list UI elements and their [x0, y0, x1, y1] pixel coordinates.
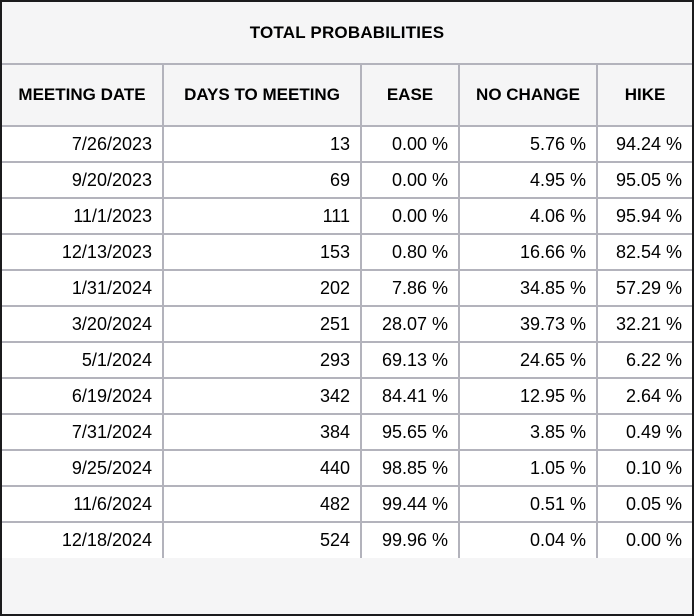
- ease-cell: 98.85 %: [360, 449, 460, 487]
- no-change-cell: 4.95 %: [458, 161, 598, 199]
- days-to-meeting-cell: 13: [162, 125, 362, 163]
- table-row: 9/25/2024 440 98.85 % 1.05 % 0.10 %: [2, 449, 692, 487]
- days-to-meeting-cell: 111: [162, 197, 362, 235]
- column-header-no-change: NO CHANGE: [458, 63, 598, 127]
- days-to-meeting-cell: 482: [162, 485, 362, 523]
- hike-cell: 0.10 %: [595, 449, 692, 487]
- meeting-date-cell: 7/31/2024: [2, 413, 164, 451]
- ease-cell: 0.80 %: [360, 233, 460, 271]
- meeting-date-cell: 12/18/2024: [2, 521, 164, 558]
- ease-cell: 0.00 %: [360, 197, 460, 235]
- no-change-cell: 12.95 %: [458, 377, 598, 415]
- hike-cell: 95.94 %: [595, 197, 692, 235]
- no-change-cell: 16.66 %: [458, 233, 598, 271]
- column-header-hike: HIKE: [595, 63, 692, 127]
- hike-cell: 0.05 %: [595, 485, 692, 523]
- column-header-meeting-date: MEETING DATE: [2, 63, 164, 127]
- days-to-meeting-cell: 524: [162, 521, 362, 558]
- probabilities-table: TOTAL PROBABILITIES MEETING DATE DAYS TO …: [2, 2, 692, 558]
- table-row: 1/31/2024 202 7.86 % 34.85 % 57.29 %: [2, 269, 692, 307]
- table-row: 6/19/2024 342 84.41 % 12.95 % 2.64 %: [2, 377, 692, 415]
- no-change-cell: 34.85 %: [458, 269, 598, 307]
- meeting-date-cell: 9/20/2023: [2, 161, 164, 199]
- ease-cell: 0.00 %: [360, 161, 460, 199]
- no-change-cell: 3.85 %: [458, 413, 598, 451]
- ease-cell: 69.13 %: [360, 341, 460, 379]
- hike-cell: 6.22 %: [595, 341, 692, 379]
- days-to-meeting-cell: 293: [162, 341, 362, 379]
- table-body: 7/26/2023 13 0.00 % 5.76 % 94.24 % 9/20/2023 6…: [2, 125, 692, 558]
- days-to-meeting-cell: 384: [162, 413, 362, 451]
- column-header-days-to-meeting: DAYS TO MEETING: [162, 63, 362, 127]
- ease-cell: 99.44 %: [360, 485, 460, 523]
- hike-cell: 82.54 %: [595, 233, 692, 271]
- hike-cell: 0.00 %: [595, 521, 692, 558]
- meeting-date-cell: 7/26/2023: [2, 125, 164, 163]
- meeting-date-cell: 5/1/2024: [2, 341, 164, 379]
- table-row: 11/1/2023 111 0.00 % 4.06 % 95.94 %: [2, 197, 692, 235]
- ease-cell: 7.86 %: [360, 269, 460, 307]
- hike-cell: 95.05 %: [595, 161, 692, 199]
- title-row: TOTAL PROBABILITIES: [2, 2, 692, 65]
- meeting-date-cell: 3/20/2024: [2, 305, 164, 343]
- table-row: 5/1/2024 293 69.13 % 24.65 % 6.22 %: [2, 341, 692, 379]
- no-change-cell: 0.51 %: [458, 485, 598, 523]
- ease-cell: 95.65 %: [360, 413, 460, 451]
- ease-cell: 84.41 %: [360, 377, 460, 415]
- hike-cell: 94.24 %: [595, 125, 692, 163]
- meeting-date-cell: 11/1/2023: [2, 197, 164, 235]
- ease-cell: 99.96 %: [360, 521, 460, 558]
- meeting-date-cell: 1/31/2024: [2, 269, 164, 307]
- days-to-meeting-cell: 342: [162, 377, 362, 415]
- table-row: 11/6/2024 482 99.44 % 0.51 % 0.05 %: [2, 485, 692, 523]
- hike-cell: 57.29 %: [595, 269, 692, 307]
- table-row: 7/26/2023 13 0.00 % 5.76 % 94.24 %: [2, 125, 692, 163]
- table-title: TOTAL PROBABILITIES: [2, 2, 692, 65]
- table-row: 7/31/2024 384 95.65 % 3.85 % 0.49 %: [2, 413, 692, 451]
- days-to-meeting-cell: 440: [162, 449, 362, 487]
- table-row: 9/20/2023 69 0.00 % 4.95 % 95.05 %: [2, 161, 692, 199]
- hike-cell: 32.21 %: [595, 305, 692, 343]
- table-head: TOTAL PROBABILITIES MEETING DATE DAYS TO …: [2, 2, 692, 127]
- days-to-meeting-cell: 251: [162, 305, 362, 343]
- meeting-date-cell: 11/6/2024: [2, 485, 164, 523]
- no-change-cell: 0.04 %: [458, 521, 598, 558]
- ease-cell: 28.07 %: [360, 305, 460, 343]
- no-change-cell: 39.73 %: [458, 305, 598, 343]
- hike-cell: 2.64 %: [595, 377, 692, 415]
- table-row: 3/20/2024 251 28.07 % 39.73 % 32.21 %: [2, 305, 692, 343]
- column-header-ease: EASE: [360, 63, 460, 127]
- meeting-date-cell: 9/25/2024: [2, 449, 164, 487]
- days-to-meeting-cell: 153: [162, 233, 362, 271]
- table-row: 12/13/2023 153 0.80 % 16.66 % 82.54 %: [2, 233, 692, 271]
- meeting-date-cell: 12/13/2023: [2, 233, 164, 271]
- days-to-meeting-cell: 69: [162, 161, 362, 199]
- ease-cell: 0.00 %: [360, 125, 460, 163]
- no-change-cell: 5.76 %: [458, 125, 598, 163]
- no-change-cell: 24.65 %: [458, 341, 598, 379]
- no-change-cell: 1.05 %: [458, 449, 598, 487]
- no-change-cell: 4.06 %: [458, 197, 598, 235]
- table-row: 12/18/2024 524 99.96 % 0.04 % 0.00 %: [2, 521, 692, 558]
- hike-cell: 0.49 %: [595, 413, 692, 451]
- days-to-meeting-cell: 202: [162, 269, 362, 307]
- column-header-row: MEETING DATE DAYS TO MEETING EASE NO CHANGE…: [2, 63, 692, 127]
- meeting-date-cell: 6/19/2024: [2, 377, 164, 415]
